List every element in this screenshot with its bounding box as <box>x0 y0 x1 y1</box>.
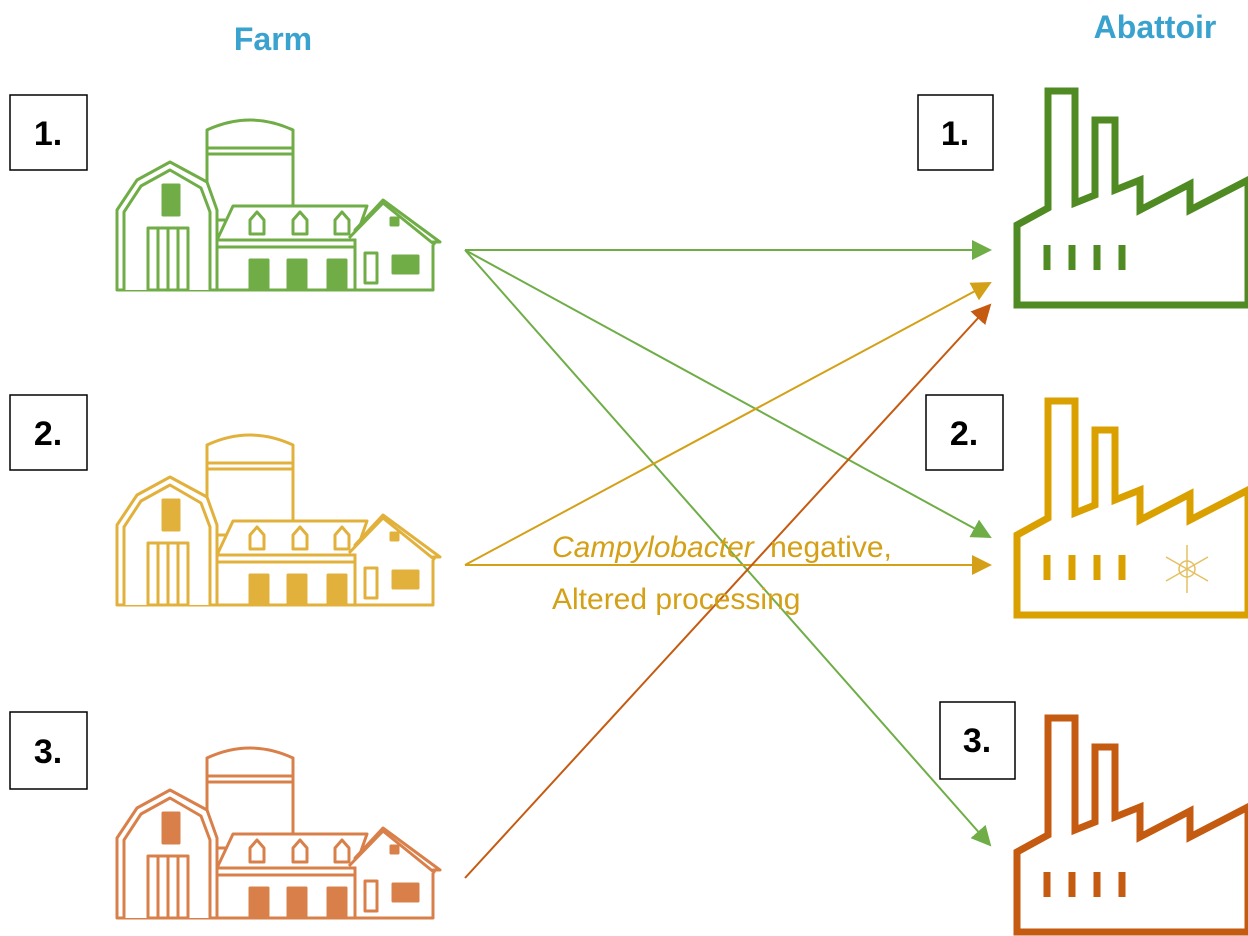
farm-icon <box>117 435 440 605</box>
farm-icon <box>117 120 440 290</box>
farm-title: Farm <box>234 21 312 57</box>
farm-label: 3. <box>34 733 62 771</box>
abattoir-label: 1. <box>941 115 969 153</box>
annotation-italic: Campylobacter <box>552 531 755 564</box>
annotation-line-2: Altered processing <box>552 583 800 616</box>
abattoir-icon <box>1017 91 1248 305</box>
farm-label: 2. <box>34 415 62 453</box>
farm-icon <box>117 748 440 918</box>
abattoir-label: 2. <box>950 415 978 453</box>
arrow <box>465 283 990 565</box>
annotation-line-1: Campylobacter negative, <box>552 531 892 564</box>
abattoir-icon <box>1017 718 1248 932</box>
abattoir-label: 3. <box>963 722 991 760</box>
abattoir-labels: 1. 2. 3. <box>918 95 1015 779</box>
abattoir-icon <box>1017 401 1248 615</box>
diagram: Farm Abattoir 1. 2. 3. 1. 2. 3. Campylob… <box>0 0 1248 936</box>
farm-label: 1. <box>34 115 62 153</box>
arrow <box>465 250 990 537</box>
annotation-text: negative, <box>770 531 892 564</box>
arrows <box>465 250 990 878</box>
farm-labels: 1. 2. 3. <box>10 95 87 789</box>
abattoir-title: Abattoir <box>1094 9 1217 45</box>
